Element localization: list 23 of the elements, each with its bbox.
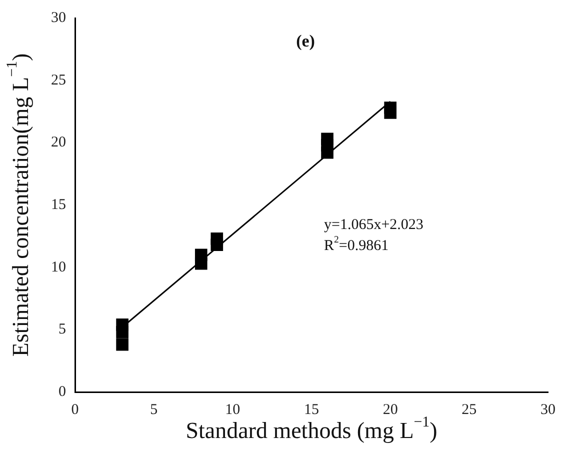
y-tick-label: 30 — [51, 10, 66, 26]
point — [321, 132, 334, 146]
point — [384, 102, 396, 114]
x-tick-label: 20 — [382, 402, 398, 418]
x-tick-label: 10 — [225, 402, 240, 418]
y-tick-label: 10 — [51, 259, 66, 276]
annotation: y=1.065x+2.023 — [324, 216, 424, 233]
x-tick-label: 30 — [540, 402, 556, 418]
x-tick-label: 15 — [304, 402, 319, 418]
point — [210, 232, 224, 245]
y-tick-label: 25 — [51, 72, 66, 88]
x-tick-label: 0 — [71, 402, 79, 418]
y-tick-label: 0 — [58, 384, 66, 400]
y-tick-label: 5 — [58, 322, 66, 338]
y-tick-label: 15 — [51, 196, 66, 213]
x-tick-label: 5 — [150, 402, 158, 418]
y-tick-label: 20 — [51, 134, 66, 151]
point — [116, 318, 128, 331]
point — [194, 248, 208, 262]
annotation: (e) — [296, 31, 315, 50]
x-tick-label: 25 — [462, 402, 477, 418]
point — [116, 338, 128, 351]
y-axis-title: Estimated concentration(mg L−1) — [4, 53, 34, 357]
